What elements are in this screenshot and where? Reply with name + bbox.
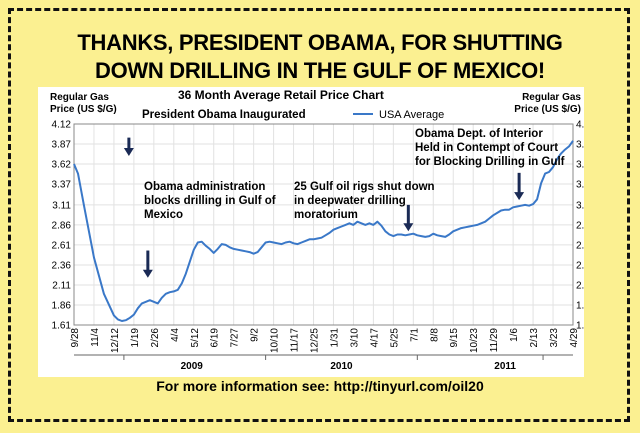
y-tick-label-left: 2.61 [52,240,72,251]
x-tick-label: 6/19 [210,328,221,348]
y-tick-label-left: 4.12 [52,120,72,131]
y-tick-label-left: 1.61 [52,321,72,332]
x-tick-label: 4/17 [369,328,380,348]
y-tick-label-left: 1.86 [52,300,72,311]
y-tick-label-right: 2.86 [576,220,584,231]
y-tick-label-left: 3.37 [52,180,72,191]
x-tick-label: 2/26 [150,328,161,348]
x-tick-label: 9/2 [250,328,261,342]
year-axis: 2009 2010 2011 [74,354,573,372]
x-tick-label: 1/31 [329,328,340,348]
x-tick-label: 8/8 [429,328,440,342]
y-tick-label-right: 2.11 [576,280,584,291]
x-tick-label: 12/25 [310,328,321,353]
right-ylabel-line-1: Regular Gas [522,92,581,103]
y-axis-left: 4.12 3.87 3.62 3.37 3.11 2.86 2.61 2.36 2.11 1.86… [52,120,72,332]
y-tick-label-left: 3.62 [52,160,72,171]
x-tick-label: 3/10 [349,328,360,348]
x-tick-label: 9/15 [449,328,460,348]
y-tick-label-right: 2.61 [576,240,584,251]
chart-svg: Regular Gas Price (US $/G) 36 Month Aver… [50,88,584,372]
y-tick-label-right: 3.87 [576,140,584,151]
y-tick-label-left: 2.86 [52,220,72,231]
y-tick-label-right: 4.12 [576,120,584,131]
headline-line-2: DOWN DRILLING IN THE GULF OF MEXICO! [95,58,545,83]
gas-price-chart: Regular Gas Price (US $/G) 36 Month Aver… [38,87,584,377]
x-tick-label: 9/28 [70,328,81,348]
headline-line-1: THANKS, PRESIDENT OBAMA, FOR SHUTTING [77,30,563,55]
y-tick-label-left: 2.36 [52,260,72,271]
annotation-text: in deepwater drilling [294,195,406,207]
y-tick-label-right: 2.36 [576,260,584,271]
y-tick-label-right: 3.37 [576,180,584,191]
y-tick-label-left: 2.11 [52,280,71,291]
y-tick-label-right: 1.61 [576,321,584,332]
annotation-text: Obama Dept. of Interior [415,128,543,140]
x-tick-label: 7/27 [230,328,241,348]
chart-grid [73,123,574,326]
annotation-arrow-head [514,192,525,201]
annotation-text: Held in Contempt of Court [415,142,558,154]
annotation-text: 25 Gulf oil rigs shut down [294,181,435,193]
plot-frame [73,123,574,326]
x-tick-label: 10/10 [270,328,281,353]
annotations: President Obama Inaugurated Obama adminis… [123,109,565,278]
x-tick-label: 1/6 [509,328,520,342]
annotation-arrow-head [123,148,134,157]
annotation-text: for Blocking Drilling in Gulf [415,156,565,168]
x-tick-label: 10/23 [469,328,480,353]
x-tick-label: 11/4 [90,328,101,347]
annotation-text: moratorium [294,209,358,221]
left-ylabel-line-2: Price (US $/G) [50,104,117,115]
x-tick-label: 11/29 [489,328,500,353]
annotation-arrow-head [403,223,414,232]
annotation-text: President Obama Inaugurated [142,109,306,121]
x-tick-label: 3/23 [549,328,560,348]
x-tick-label: 5/12 [190,328,201,348]
year-label: 2010 [330,361,353,372]
y-tick-label-right: 1.86 [576,300,584,311]
x-tick-label: 1/19 [130,328,141,348]
annotation-text: Obama administration [144,181,265,193]
annotation-text: blocks drilling in Gulf of [144,195,276,207]
x-tick-label: 7/1 [409,328,420,342]
x-tick-label: 4/4 [170,328,181,342]
x-tick-label: 11/17 [290,328,301,353]
y-tick-label-right: 3.62 [576,160,584,171]
y-tick-label-left: 3.11 [52,200,71,211]
year-label: 2009 [181,361,204,372]
x-tick-label: 2/13 [529,328,540,348]
y-axis-right: 4.12 3.87 3.62 3.37 3.11 2.86 2.61 2.36 2.11 1.86… [576,120,584,332]
y-tick-label-left: 3.87 [52,140,72,151]
year-label: 2011 [494,361,516,372]
x-tick-label: 5/25 [389,328,400,348]
x-axis: 9/28 11/4 12/12 1/19 2/26 4/4 5/12 6/19 7/27 9/2 1… [70,328,580,353]
legend-label: USA Average [379,109,444,121]
series-line-usa-average [73,140,574,322]
chart-title: 36 Month Average Retail Price Chart [178,88,384,102]
coupon-dashed-border [8,8,630,422]
footer-link-text: For more information see: http://tinyurl… [156,378,484,394]
x-tick-label: 4/29 [569,328,580,348]
x-tick-label: 12/12 [110,328,121,353]
left-ylabel-line-1: Regular Gas [50,92,109,103]
annotation-text: Mexico [144,209,183,221]
right-ylabel-line-2: Price (US $/G) [514,104,581,115]
annotation-arrow-head [142,269,153,278]
y-tick-label-right: 3.11 [576,200,584,211]
